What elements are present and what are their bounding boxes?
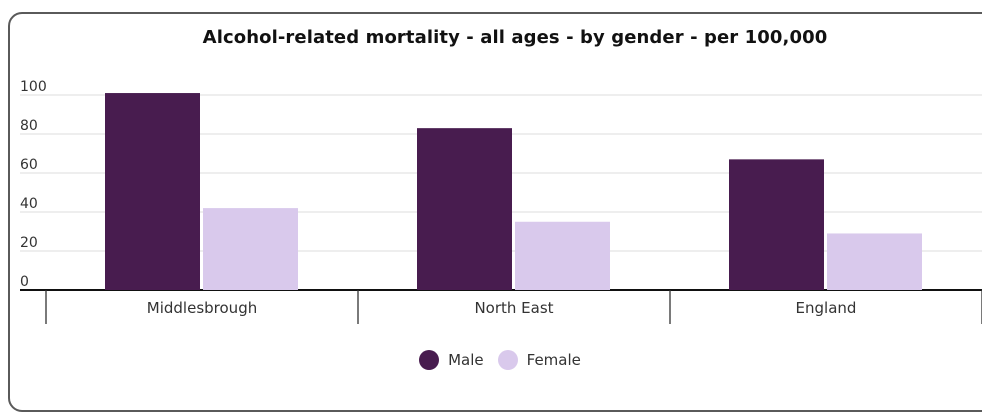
x-category-label: England <box>796 299 857 317</box>
legend: Male Female <box>0 350 982 370</box>
y-tick-label: 100 <box>20 79 47 95</box>
bar-female-middlesbrough <box>203 208 298 290</box>
bar-female-north-east <box>515 221 610 290</box>
x-category-label: Middlesbrough <box>147 299 257 317</box>
legend-label-male: Male <box>448 351 484 369</box>
bar-chart: 0 20 40 60 80 100 Middlesbrough North East Engla… <box>20 79 982 324</box>
y-tick-label: 40 <box>20 196 38 212</box>
y-tick-label: 80 <box>20 118 38 134</box>
legend-item-female[interactable]: Female <box>497 350 581 370</box>
legend-swatch-male <box>419 350 440 370</box>
bar-male-north-east <box>417 128 512 290</box>
x-category-label: North East <box>474 299 553 317</box>
y-tick-label: 20 <box>20 235 38 251</box>
bar-female-england <box>827 233 922 290</box>
bar-male-england <box>729 159 824 290</box>
y-tick-label: 60 <box>20 157 38 173</box>
legend-item-male[interactable]: Male <box>419 350 484 370</box>
bar-male-middlesbrough <box>105 93 200 290</box>
legend-swatch-female <box>497 350 518 370</box>
legend-label-female: Female <box>526 351 581 369</box>
y-tick-label: 0 <box>20 274 29 290</box>
chart-title: Alcohol-related mortality - all ages - b… <box>202 27 828 48</box>
